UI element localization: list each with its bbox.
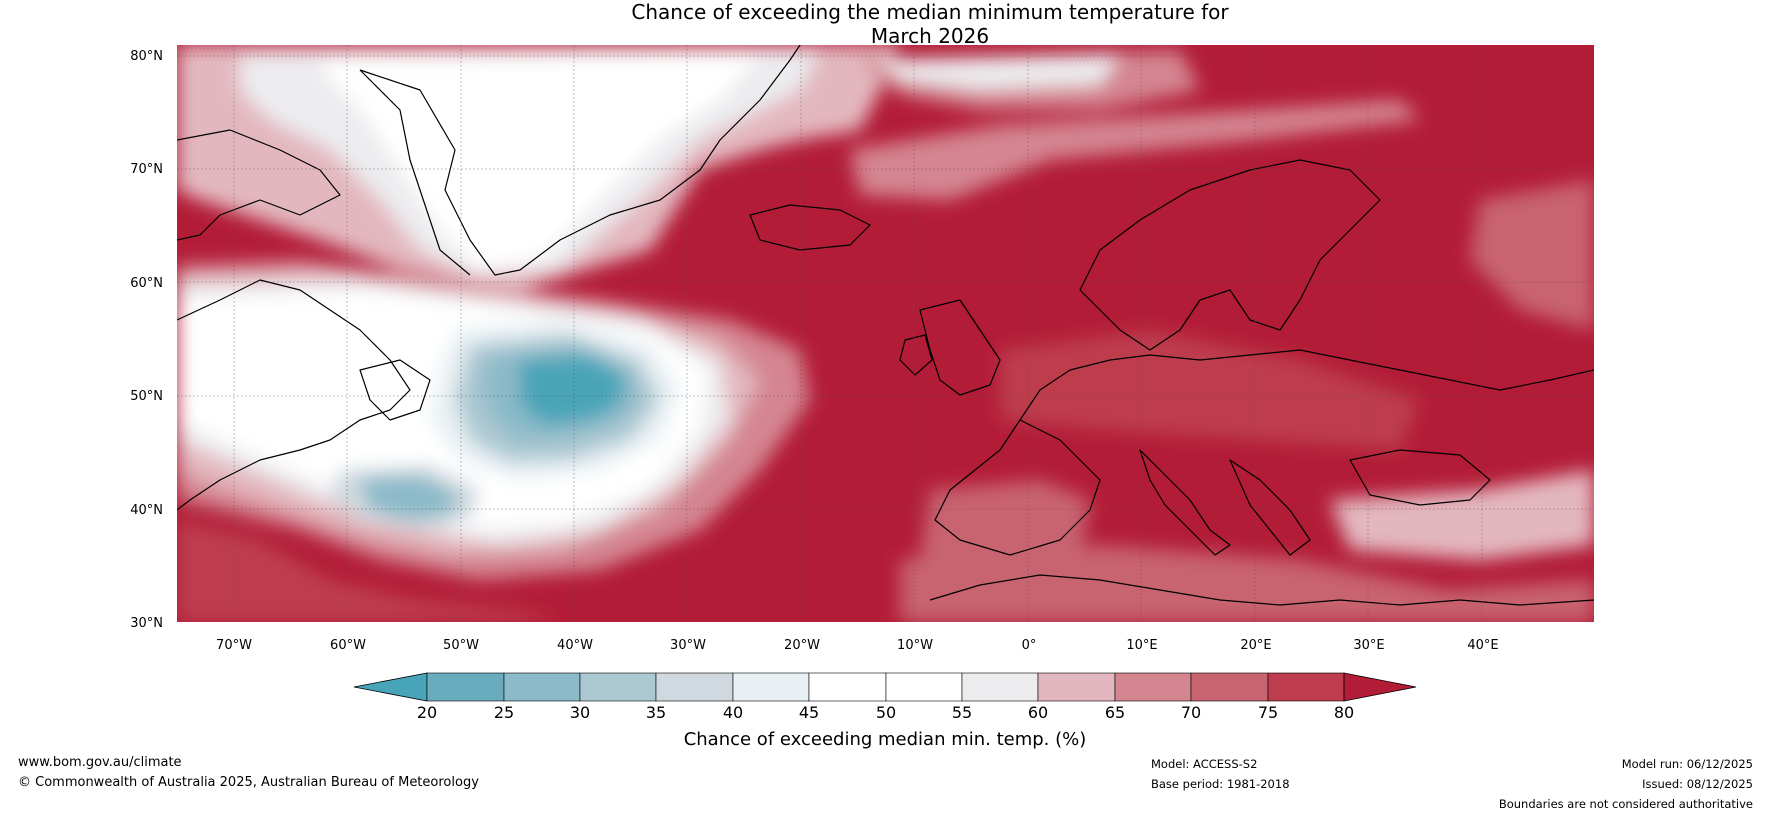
colorbar-bin-50-55 xyxy=(885,672,963,702)
footer-model: Model: ACCESS-S2 xyxy=(1151,757,1258,771)
footer-url[interactable]: www.bom.gov.au/climate xyxy=(18,755,182,770)
lat-label-30n: 30°N xyxy=(130,616,163,631)
coast-iceland xyxy=(749,204,871,251)
lon-label-10w: 10°W xyxy=(897,638,933,653)
title-line-2: March 2026 xyxy=(870,24,990,48)
field-svalbard-light xyxy=(880,55,1120,90)
colorbar-tick-55: 55 xyxy=(952,703,972,722)
colorbar-low-extension xyxy=(353,672,428,702)
lon-labels: 70°W 60°W 50°W 40°W 30°W 20°W 10°W 0° 10… xyxy=(216,638,1499,653)
coast-scandinavia xyxy=(1079,159,1381,351)
colorbar-tick-40: 40 xyxy=(723,703,743,722)
field-atl-south-75 xyxy=(177,520,560,622)
footer-base-period: Base period: 1981-2018 xyxy=(1151,777,1290,791)
lon-label-20e: 20°E xyxy=(1240,638,1271,653)
colorbar-bin-70-75 xyxy=(1190,672,1269,702)
colorbar-bin-65-70 xyxy=(1114,672,1192,702)
map-title: Chance of exceeding the median minimum t… xyxy=(0,0,1770,48)
colorbar-bin-60-65 xyxy=(1037,672,1116,702)
colorbar-bin-25-30 xyxy=(503,672,581,702)
colorbar-tick-35: 35 xyxy=(646,703,666,722)
coast-labrador xyxy=(177,279,411,511)
lat-label-50n: 50°N xyxy=(130,389,163,404)
colorbar-tick-80: 80 xyxy=(1334,703,1354,722)
lat-label-40n: 40°N xyxy=(130,503,163,518)
coastlines xyxy=(177,45,1594,606)
lon-label-0: 0° xyxy=(1022,638,1037,653)
coast-black-sea xyxy=(1349,449,1491,506)
colorbar-tick-65: 65 xyxy=(1105,703,1125,722)
colorbar-tick-45: 45 xyxy=(799,703,819,722)
lon-label-20w: 20°W xyxy=(784,638,820,653)
colorbar-tick-50: 50 xyxy=(876,703,896,722)
field-norwegian-pink xyxy=(850,100,1420,200)
lon-label-60w: 60°W xyxy=(330,638,366,653)
coast-newfoundland xyxy=(359,359,431,421)
colorbar-tick-25: 25 xyxy=(494,703,514,722)
coast-italy xyxy=(1139,449,1231,556)
footer-copyright: © Commonwealth of Australia 2025, Austra… xyxy=(18,775,479,790)
lon-label-40e: 40°E xyxy=(1467,638,1498,653)
coast-greenland xyxy=(359,45,801,276)
colorbar-bin-20-25 xyxy=(426,672,505,702)
coast-baffin xyxy=(177,129,341,241)
gridlines xyxy=(177,45,1594,622)
colorbar-bin-75-80 xyxy=(1267,672,1345,702)
field-central-eu-75 xyxy=(1000,330,1420,450)
footer-issued: Issued: 08/12/2025 xyxy=(1642,777,1753,791)
coast-europe-main xyxy=(1019,349,1594,421)
coast-greenland-west xyxy=(359,69,471,276)
coast-north-africa xyxy=(929,574,1594,606)
lon-label-40w: 40°W xyxy=(557,638,593,653)
coast-iberia xyxy=(934,419,1101,556)
field-turkey-65 xyxy=(1330,470,1594,560)
lon-label-10e: 10°E xyxy=(1126,638,1157,653)
field-nwatl-25 xyxy=(520,355,625,425)
colorbar-bin-40-45 xyxy=(732,672,810,702)
colorbar-bin-30-35 xyxy=(579,672,657,702)
colorbar-tick-75: 75 xyxy=(1258,703,1278,722)
lon-label-50w: 50°W xyxy=(443,638,479,653)
field-east-pink xyxy=(1470,180,1594,330)
coast-ireland xyxy=(899,334,933,376)
coast-uk xyxy=(919,299,1001,396)
lon-label-30w: 30°W xyxy=(670,638,706,653)
colorbar-label: Chance of exceeding median min. temp. (%… xyxy=(684,729,1087,750)
footer-disclaimer: Boundaries are not considered authoritat… xyxy=(1498,797,1753,811)
lat-label-60n: 60°N xyxy=(130,276,163,291)
lat-label-80n: 80°N xyxy=(130,49,163,64)
lat-label-70n: 70°N xyxy=(130,162,163,177)
colorbar-tick-20: 20 xyxy=(417,703,437,722)
colorbar-bin-35-40 xyxy=(655,672,734,702)
probability-field xyxy=(177,45,1594,622)
title-line-1: Chance of exceeding the median minimum t… xyxy=(631,0,1229,24)
lat-labels: 80°N 70°N 60°N 50°N 40°N 30°N xyxy=(130,49,163,631)
colorbar-tick-70: 70 xyxy=(1181,703,1201,722)
field-arctic-55 xyxy=(320,55,760,270)
colorbar-bin-45-50 xyxy=(808,672,887,702)
colorbar-high-extension xyxy=(1343,672,1417,702)
colorbar: 20 25 30 35 40 45 50 55 60 65 70 75 80 C… xyxy=(353,672,1417,750)
footer-model-run: Model run: 06/12/2025 xyxy=(1621,757,1753,771)
colorbar-tick-30: 30 xyxy=(570,703,590,722)
colorbar-tick-60: 60 xyxy=(1028,703,1048,722)
lon-label-70w: 70°W xyxy=(216,638,252,653)
colorbar-bin-55-60 xyxy=(961,672,1039,702)
lon-label-30e: 30°E xyxy=(1353,638,1384,653)
